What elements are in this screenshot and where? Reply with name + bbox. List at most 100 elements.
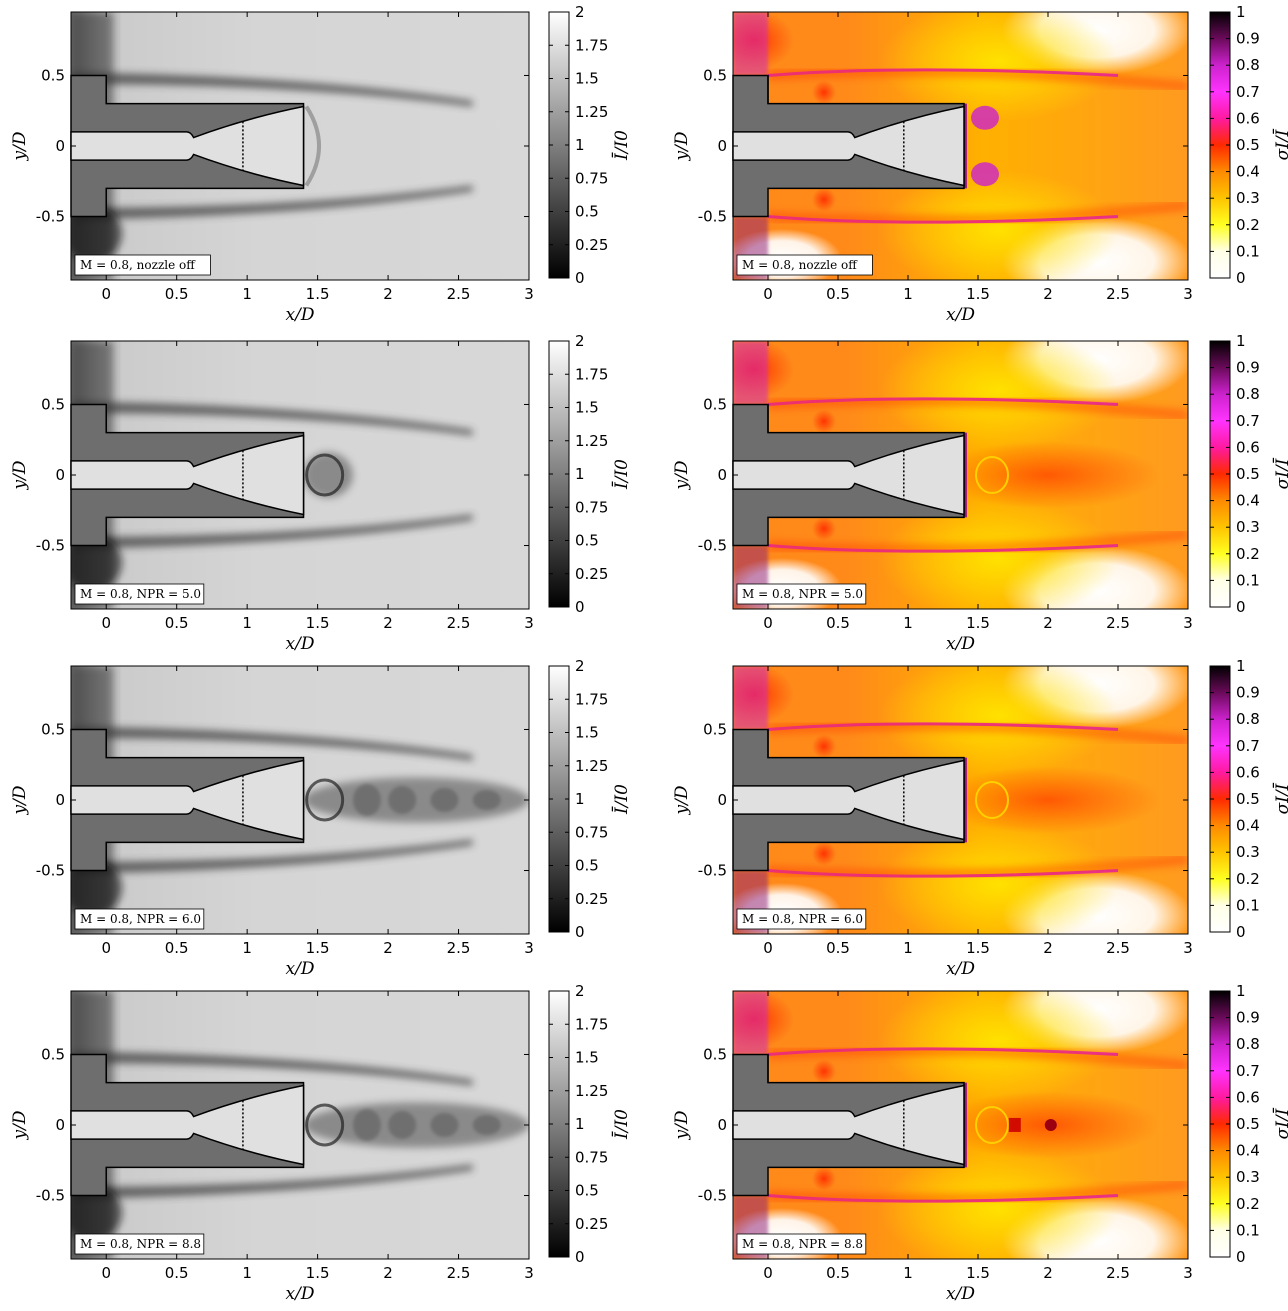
colorbar-tick-label: 0.9	[1236, 684, 1260, 702]
x-tick-label: 2	[1043, 939, 1053, 957]
colorbar-tick-label: 1	[575, 465, 585, 483]
colorbar-tick-label: 1.75	[575, 365, 608, 383]
colorbar-tick-label: 0.25	[575, 1215, 608, 1233]
panel-annotation: M = 0.8, NPR = 8.8	[736, 1233, 867, 1255]
colorbar-tick-label: 0.7	[1236, 412, 1260, 430]
x-tick-label: 1.5	[966, 939, 990, 957]
colorbar: 0 0.25 0.5 0.75 1 1.25 1.5 1.75 2 Ī/I0	[548, 657, 632, 941]
annotation-text: M = 0.8, nozzle off	[742, 258, 858, 272]
y-tick-label: -0.5	[36, 862, 65, 880]
x-tick-label: 2	[1043, 1264, 1053, 1282]
colorbar-tick-label: 0.25	[575, 565, 608, 583]
x-tick-label: 1	[242, 285, 252, 303]
colorbar-tick-label: 1.5	[575, 70, 599, 88]
y-tick-label: -0.5	[698, 1187, 727, 1205]
colorbar-tick-label: 1.25	[575, 103, 608, 121]
fluctuation-panel-4: 0 0.5 1 1.5 2 2.5 3 0.5 0 -0.5 x/D y/D M = 0.8, NPR …	[672, 982, 1288, 1304]
y-tick-label: 0	[717, 466, 727, 484]
nozzle-flowpath	[70, 1084, 305, 1166]
colorbar-tick-label: 0.1	[1236, 1221, 1260, 1239]
fluctuation-panel-1: 0 0.5 1 1.5 2 2.5 3 0.5 0 -0.5 x/D y/D M = 0.8, nozz…	[672, 3, 1288, 325]
x-tick-label: 1	[903, 1264, 913, 1282]
colorbar-tick-label: 0.5	[575, 1182, 599, 1200]
colorbar-tick-label: 0.8	[1236, 385, 1260, 403]
y-tick-label: 0	[55, 791, 65, 809]
x-tick-label: 2	[1043, 614, 1053, 632]
colorbar-tick-label: 2	[575, 657, 585, 675]
x-tick-label: 0	[763, 939, 773, 957]
y-tick-label: -0.5	[698, 208, 727, 226]
nozzle-flowpath	[70, 759, 305, 841]
colorbar-tick-label: 0.5	[1236, 136, 1260, 154]
x-tick-label: 1	[903, 939, 913, 957]
fluctuation-panel-3: 0 0.5 1 1.5 2 2.5 3 0.5 0 -0.5 x/D y/D M = 0.8, NPR …	[672, 657, 1288, 979]
y-tick-label: -0.5	[36, 537, 65, 555]
x-axis-label: x/D	[946, 1284, 975, 1304]
colorbar-tick-label: 1	[1236, 657, 1246, 675]
nozzle-flowpath	[70, 434, 305, 516]
colorbar-tick-label: 0	[1236, 269, 1246, 287]
x-axis-label: x/D	[286, 634, 315, 654]
field-image	[71, 12, 529, 280]
x-axis-label: x/D	[946, 305, 975, 325]
colorbar-tick-label: 1.75	[575, 690, 608, 708]
y-tick-label: 0.5	[703, 66, 727, 84]
y-axis-label: y/D	[10, 131, 30, 161]
field-image	[733, 666, 1188, 934]
colorbar-tick-label: 0.3	[1236, 189, 1260, 207]
colorbar-label: σI/Ī	[1272, 782, 1288, 814]
x-tick-label: 1.5	[306, 614, 330, 632]
x-tick-label: 1.5	[966, 614, 990, 632]
nozzle-flowpath	[70, 105, 305, 187]
colorbar: 0 0.25 0.5 0.75 1 1.25 1.5 1.75 2 Ī/I0	[548, 982, 632, 1266]
x-axis-label: x/D	[946, 959, 975, 979]
nozzle-flowpath	[732, 105, 965, 187]
colorbar-tick-label: 0.5	[1236, 790, 1260, 808]
colorbar-tick-label: 0	[575, 598, 585, 616]
nozzle-flowpath	[732, 1084, 965, 1166]
y-tick-label: 0.5	[41, 720, 65, 738]
annotation-text: M = 0.8, NPR = 8.8	[80, 1237, 201, 1251]
colorbar-tick-label: 0.8	[1236, 1035, 1260, 1053]
colorbar-tick-label: 0.7	[1236, 83, 1260, 101]
x-tick-label: 1.5	[966, 285, 990, 303]
colorbar-tick-label: 0.75	[575, 498, 608, 516]
colorbar-tick-label: 0.5	[575, 532, 599, 550]
x-tick-label: 2.5	[447, 939, 471, 957]
x-tick-label: 0.5	[165, 1264, 189, 1282]
colorbar-tick-label: 2	[575, 3, 585, 21]
x-tick-label: 1	[903, 614, 913, 632]
colorbar-label: σI/Ī	[1272, 1107, 1288, 1139]
x-tick-label: 0.5	[826, 285, 850, 303]
y-tick-label: 0	[55, 137, 65, 155]
x-tick-label: 2.5	[1106, 939, 1130, 957]
y-axis-label: y/D	[672, 1110, 692, 1140]
x-tick-label: 3	[524, 285, 534, 303]
y-tick-label: 0.5	[703, 1045, 727, 1063]
colorbar-tick-label: 0.6	[1236, 438, 1260, 456]
mean-panel-1: 0 0.5 1 1.5 2 2.5 3 0.5 0 -0.5 x/D y/D M = 0.8, nozz…	[10, 3, 632, 325]
colorbar-tick-label: 0.25	[575, 236, 608, 254]
x-tick-label: 3	[524, 614, 534, 632]
colorbar-label: Ī/I0	[611, 1109, 632, 1140]
colorbar-tick-label: 0.4	[1236, 817, 1260, 835]
x-tick-label: 3	[524, 1264, 534, 1282]
x-tick-label: 2.5	[447, 1264, 471, 1282]
colorbar-label: Ī/I0	[611, 459, 632, 490]
panel-annotation: M = 0.8, NPR = 5.0	[736, 583, 867, 605]
colorbar-label: Ī/I0	[611, 784, 632, 815]
y-tick-label: -0.5	[36, 208, 65, 226]
colorbar-tick-label: 0	[1236, 1248, 1246, 1266]
x-tick-label: 0.5	[826, 1264, 850, 1282]
colorbar-tick-label: 2	[575, 982, 585, 1000]
mean-panel-3: 0 0.5 1 1.5 2 2.5 3 0.5 0 -0.5 x/D y/D M = 0.8, NPR …	[10, 657, 632, 979]
colorbar-tick-label: 0.75	[575, 1148, 608, 1166]
x-tick-label: 1.5	[306, 1264, 330, 1282]
y-axis-label: y/D	[672, 785, 692, 815]
x-tick-label: 0	[101, 614, 111, 632]
colorbar: 0 0.25 0.5 0.75 1 1.25 1.5 1.75 2 Ī/I0	[548, 332, 632, 616]
y-tick-label: 0.5	[703, 395, 727, 413]
x-tick-label: 0.5	[826, 939, 850, 957]
nozzle-flowpath	[732, 434, 965, 516]
